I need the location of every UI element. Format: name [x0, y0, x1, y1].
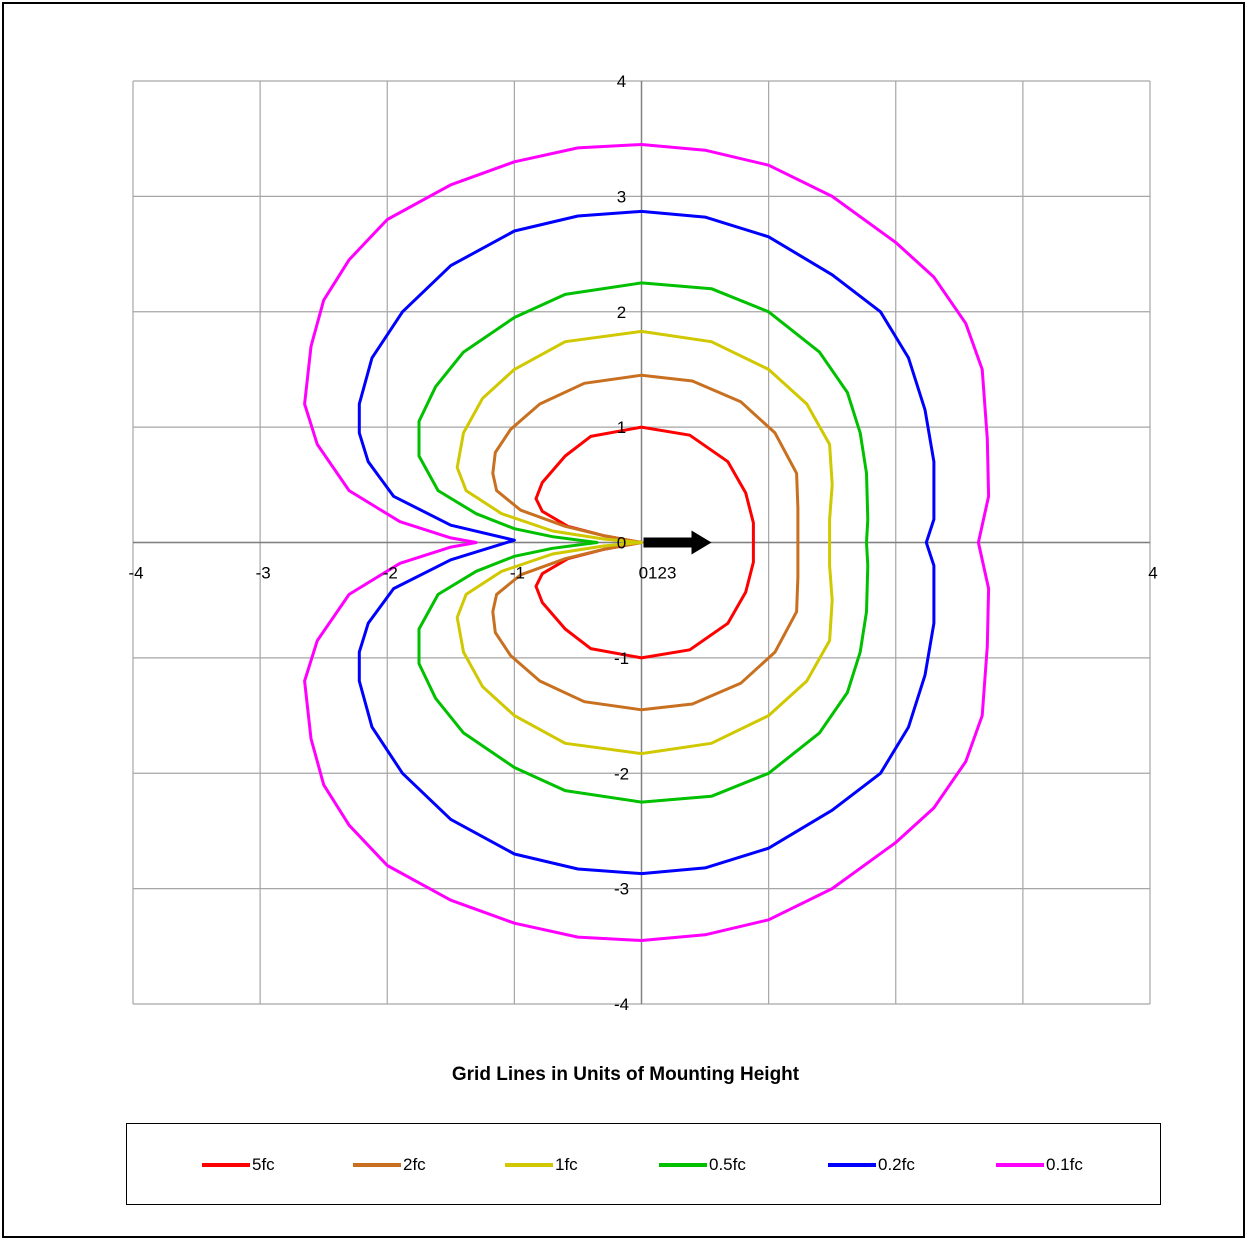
- y-tick-label: -3: [614, 880, 629, 899]
- series-line-2: [491, 373, 800, 712]
- legend-swatch: [996, 1163, 1044, 1167]
- legend-swatch: [353, 1163, 401, 1167]
- arrow-head: [691, 530, 712, 555]
- legend: 5fc 2fc 1fc 0.5fc 0.2fc 0.1fc: [126, 1123, 1161, 1205]
- y-tick-label: -2: [614, 764, 629, 783]
- legend-swatch: [505, 1163, 553, 1167]
- legend-label: 0.2fc: [878, 1155, 915, 1174]
- y-tick-label: -1: [614, 649, 629, 668]
- legend-label: 2fc: [403, 1155, 426, 1174]
- legend-label: 1fc: [555, 1155, 578, 1174]
- y-tick-label: 3: [617, 187, 626, 206]
- y-tick-label: 2: [617, 303, 626, 322]
- x-tick-label: -4: [128, 564, 143, 583]
- y-tick-label: 1: [617, 418, 626, 437]
- series-line-5: [357, 209, 936, 876]
- x-axis-title: Grid Lines in Units of Mounting Height: [451, 1064, 800, 1085]
- legend-swatch: [828, 1163, 876, 1167]
- y-tick-label: -4: [614, 995, 629, 1014]
- legend-item-5fc: 5fc: [202, 1154, 275, 1176]
- x-tick-label: -2: [383, 564, 398, 583]
- legend-item-0.1fc: 0.1fc: [996, 1154, 1083, 1176]
- legend-swatch: [202, 1163, 250, 1167]
- legend-item-2fc: 2fc: [353, 1154, 426, 1176]
- legend-label: 0.5fc: [709, 1155, 746, 1174]
- y-tick-label: 0: [617, 534, 626, 553]
- legend-label: 5fc: [252, 1155, 275, 1174]
- legend-item-0.5fc: 0.5fc: [659, 1154, 746, 1176]
- y-tick-label: 4: [617, 72, 626, 91]
- x-tick-label: 4: [1148, 564, 1157, 583]
- legend-item-0.2fc: 0.2fc: [828, 1154, 915, 1176]
- series-line-3: [455, 329, 834, 756]
- direction-arrow: [643, 530, 712, 555]
- series-line-1: [534, 425, 755, 660]
- series-line-6: [303, 143, 991, 942]
- x-tick-label: 0123: [639, 564, 677, 583]
- series-line-4: [417, 281, 870, 804]
- legend-swatch: [659, 1163, 707, 1167]
- legend-item-1fc: 1fc: [505, 1154, 578, 1176]
- arrow-shaft: [643, 537, 694, 548]
- x-tick-label: -3: [256, 564, 271, 583]
- tick-labels: -4 -3 -2 -1 0123 4 4 3 2 1 0 -1 -2 -3 -4: [128, 72, 1157, 1014]
- legend-label: 0.1fc: [1046, 1155, 1083, 1174]
- x-tick-label: -1: [510, 564, 525, 583]
- series-lines: [303, 143, 991, 942]
